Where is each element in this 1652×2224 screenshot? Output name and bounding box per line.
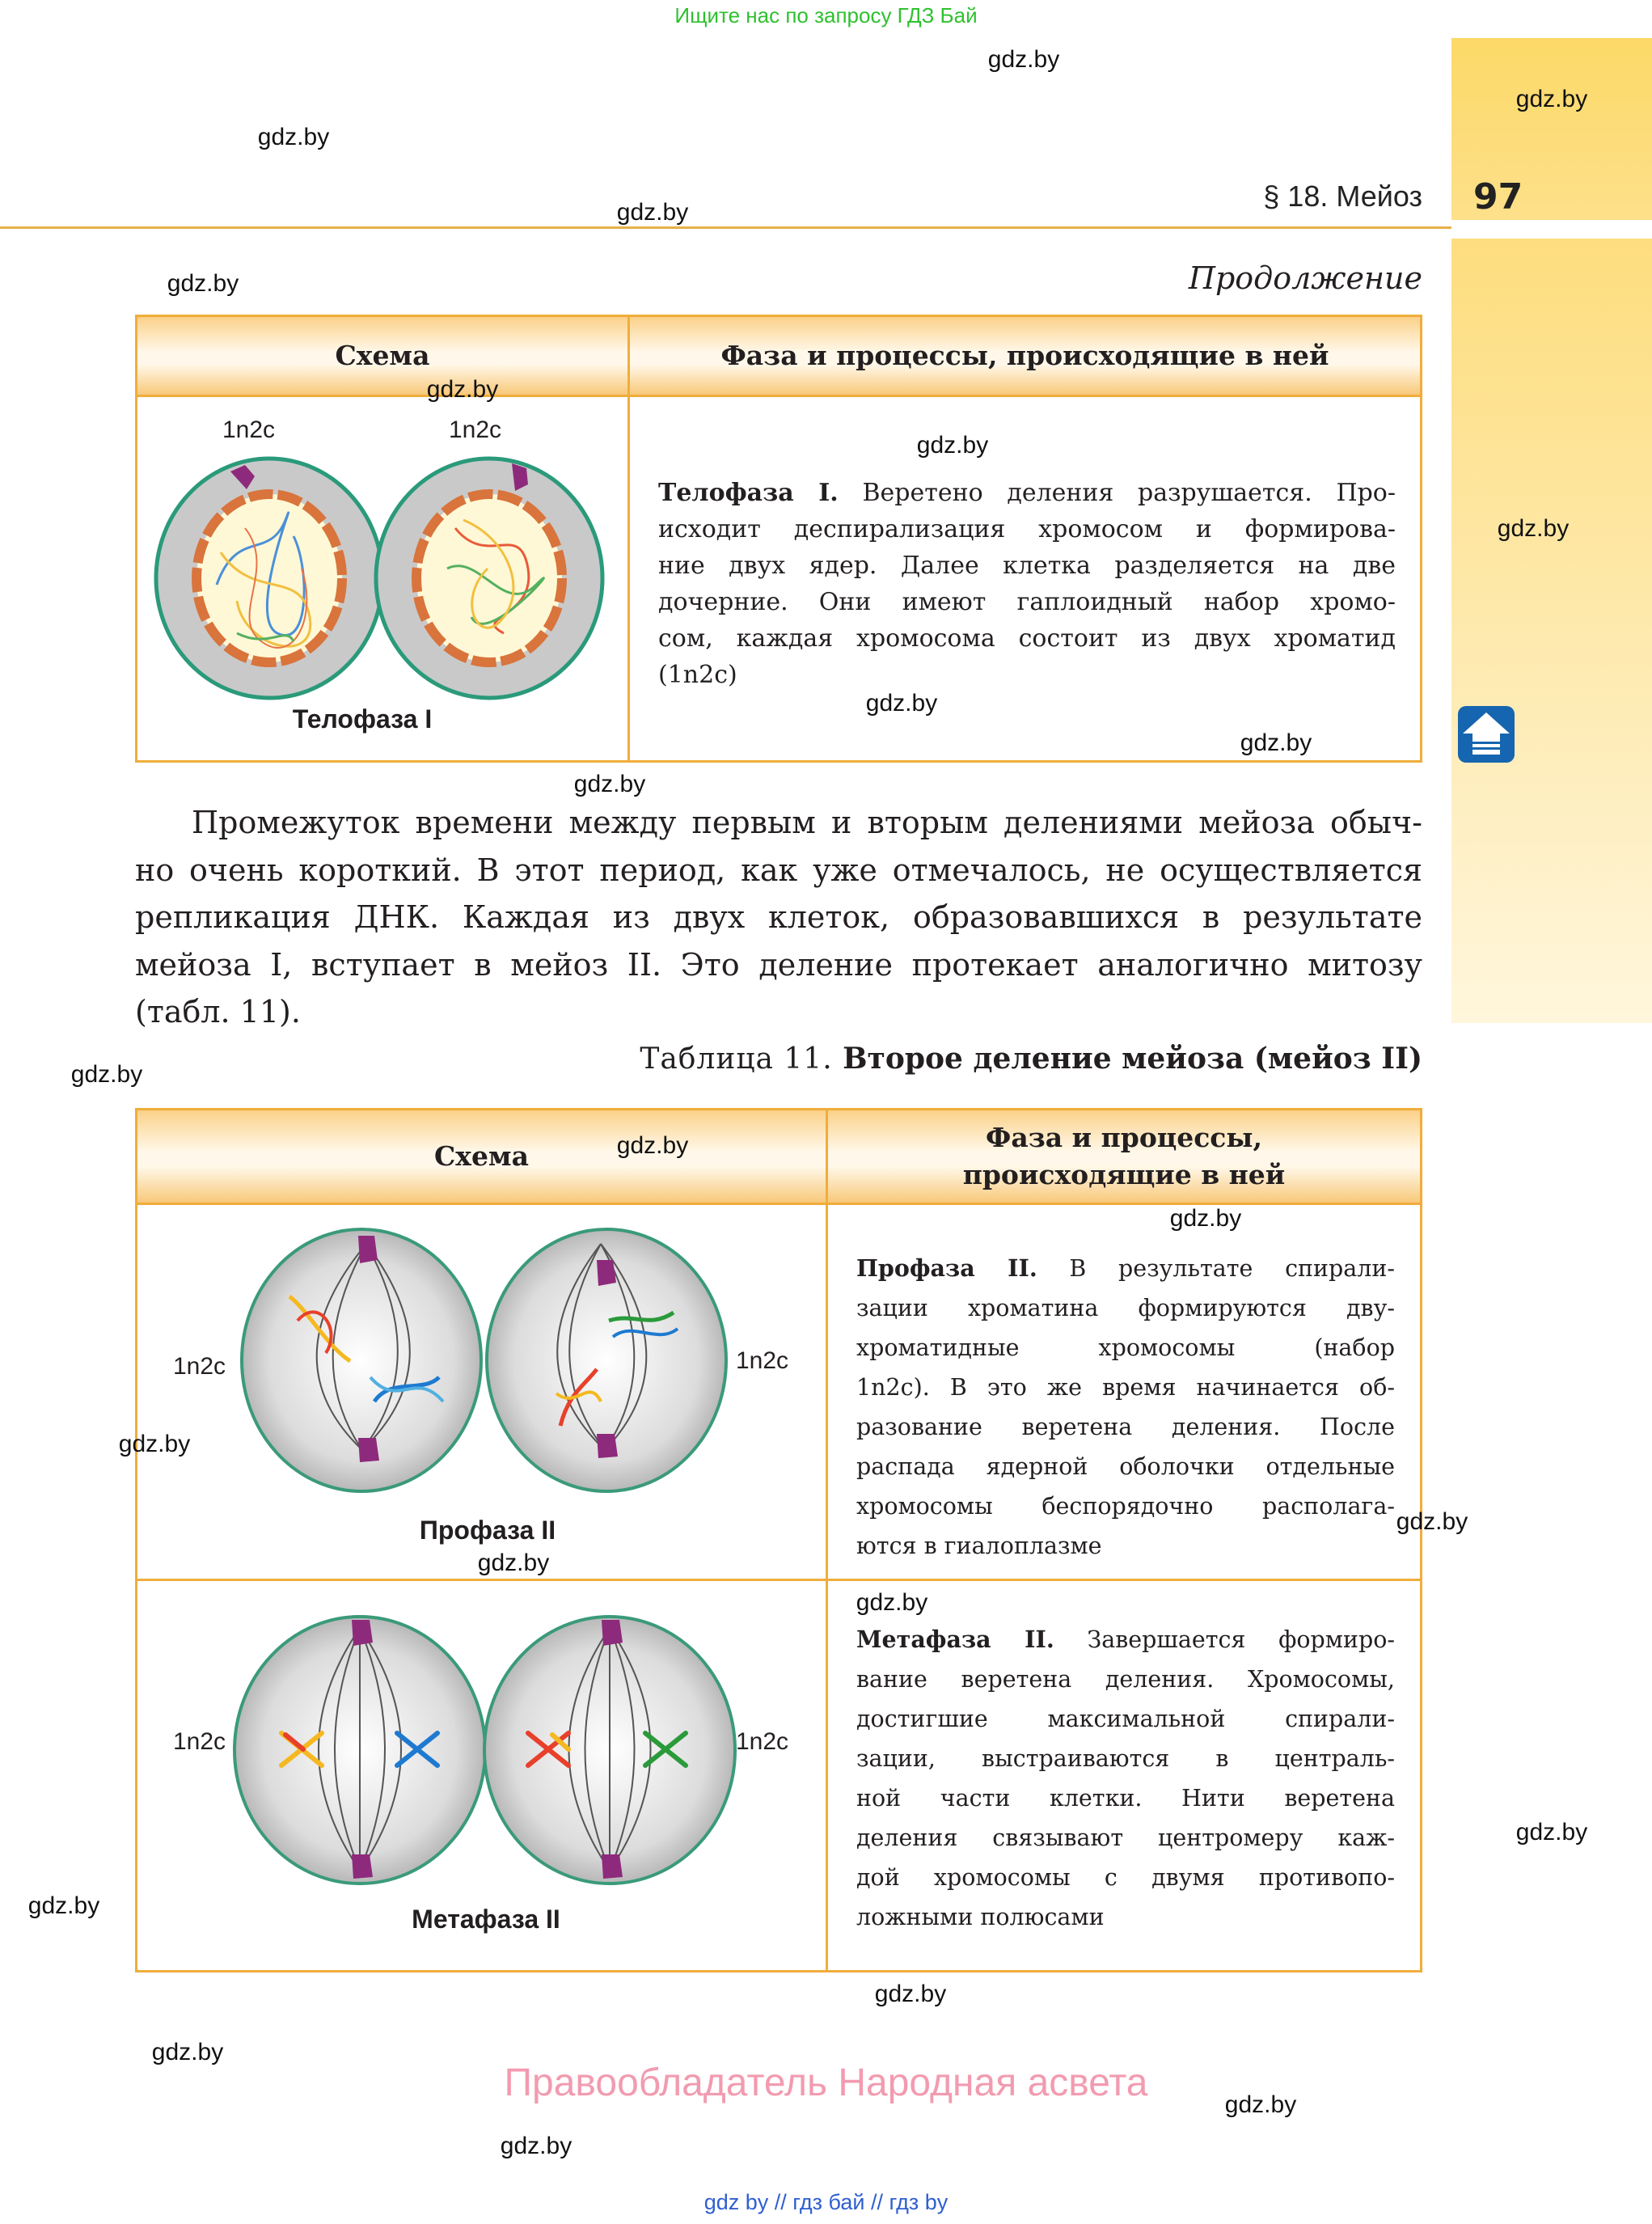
- header-scheme: Схема: [135, 1108, 828, 1205]
- description-cell: Профаза II. В результате спирали- зации …: [826, 1203, 1422, 1581]
- description-cell: Телофаза I. Веретено деления разрушается…: [627, 395, 1422, 763]
- table-11: Схема Фаза и процессы, происходящие в ней: [135, 1108, 1422, 1972]
- copyright-footer: Правообладатель Народная асвета: [504, 2061, 1148, 2104]
- watermark: gdz.by: [1515, 86, 1588, 112]
- bottom-links[interactable]: gdz by // гдз бай // гдз by: [703, 2190, 949, 2214]
- phase-description: Телофаза I. Веретено деления разрушается…: [658, 479, 1396, 689]
- phase-name: Метафаза II: [412, 1905, 560, 1934]
- watermark: gdz.by: [426, 376, 499, 403]
- header-scheme: Схема: [135, 315, 630, 397]
- watermark: gdz.by: [916, 432, 989, 459]
- ploidy-label-left: 1n2c: [222, 416, 276, 443]
- table-row: 1n2c 1n2c Телофаза I Телофаза I. Веретен…: [135, 395, 1422, 763]
- body-paragraph: Промежуток времени между первым и вторым…: [135, 805, 1422, 1030]
- metaphase-ii-illustration: [233, 1615, 737, 1885]
- page-margin-strip: [1451, 239, 1652, 1023]
- page-margin-tab: [1451, 38, 1652, 220]
- watermark: gdz.by: [1224, 2091, 1297, 2118]
- table-continued: Схема Фаза и процессы, происходящие в не…: [135, 315, 1422, 763]
- ploidy-label-right: 1n2c: [449, 416, 502, 443]
- watermark: gdz.by: [70, 1061, 143, 1088]
- phase-name: Телофаза I: [292, 704, 433, 734]
- watermark: gdz.by: [27, 1892, 100, 1919]
- watermark: gdz.by: [1515, 1819, 1588, 1846]
- table-row: 1n2c 1n2c Профаза II Профаза II. В резул…: [135, 1203, 1422, 1581]
- phase-description: Профаза II. В результате спирали- зации …: [856, 1254, 1395, 1559]
- scheme-cell: 1n2c 1n2c Телофаза I: [135, 395, 630, 763]
- watermark: gdz.by: [987, 46, 1060, 73]
- phase-lead: Метафаза II.: [856, 1626, 1054, 1653]
- watermark: gdz.by: [856, 1589, 928, 1616]
- watermark: gdz.by: [616, 1132, 689, 1159]
- watermark: gdz.by: [477, 1550, 550, 1576]
- page-number: 97: [1473, 176, 1523, 218]
- watermark: gdz.by: [874, 1981, 947, 2007]
- scheme-cell: 1n2c 1n2c Профаза II: [135, 1203, 828, 1581]
- watermark: gdz.by: [167, 270, 239, 297]
- section-title: § 18. Мейоз: [1263, 180, 1422, 213]
- watermark: gdz.by: [118, 1431, 191, 1457]
- watermark: gdz.by: [151, 2039, 224, 2065]
- ploidy-label-left: 1n2c: [173, 1728, 226, 1755]
- header-phase: Фаза и процессы, происходящие в ней: [826, 1108, 1422, 1205]
- table-row: 1n2c 1n2c Метафаза II Метафаза II. Завер…: [135, 1579, 1422, 1972]
- ploidy-label-right: 1n2c: [736, 1347, 789, 1374]
- phase-lead: Телофаза I.: [658, 479, 839, 507]
- top-note[interactable]: Ищите нас по запросу ГДЗ Бай: [674, 3, 978, 27]
- phase-name: Профаза II: [419, 1516, 556, 1545]
- home-arrow-icon[interactable]: [1458, 706, 1515, 763]
- header-rule: [0, 226, 1451, 229]
- ploidy-label-right: 1n2c: [736, 1728, 789, 1755]
- continuation-label: Продолжение: [1188, 260, 1422, 296]
- description-cell: Метафаза II. Завершается формиро- вание …: [826, 1579, 1422, 1972]
- header-phase: Фаза и процессы, происходящие в ней: [627, 315, 1422, 397]
- watermark: gdz.by: [1497, 515, 1570, 542]
- watermark: gdz.by: [257, 124, 330, 150]
- telophase-i-illustration: [154, 456, 605, 700]
- watermark: gdz.by: [1396, 1508, 1468, 1535]
- watermark: gdz.by: [1169, 1205, 1242, 1232]
- phase-description: Метафаза II. Завершается формиро- вание …: [856, 1626, 1395, 1930]
- watermark: gdz.by: [1240, 729, 1312, 756]
- ploidy-label-left: 1n2c: [173, 1353, 226, 1380]
- prophase-ii-illustration: [240, 1228, 728, 1493]
- phase-lead: Профаза II.: [856, 1254, 1037, 1282]
- scheme-cell: 1n2c 1n2c Метафаза II: [135, 1579, 828, 1972]
- watermark: gdz.by: [573, 771, 646, 797]
- watermark: gdz.by: [500, 2133, 572, 2159]
- watermark: gdz.by: [865, 690, 938, 717]
- table-caption: Таблица 11. Второе деление мейоза (мейоз…: [640, 1042, 1422, 1076]
- watermark: gdz.by: [616, 199, 689, 226]
